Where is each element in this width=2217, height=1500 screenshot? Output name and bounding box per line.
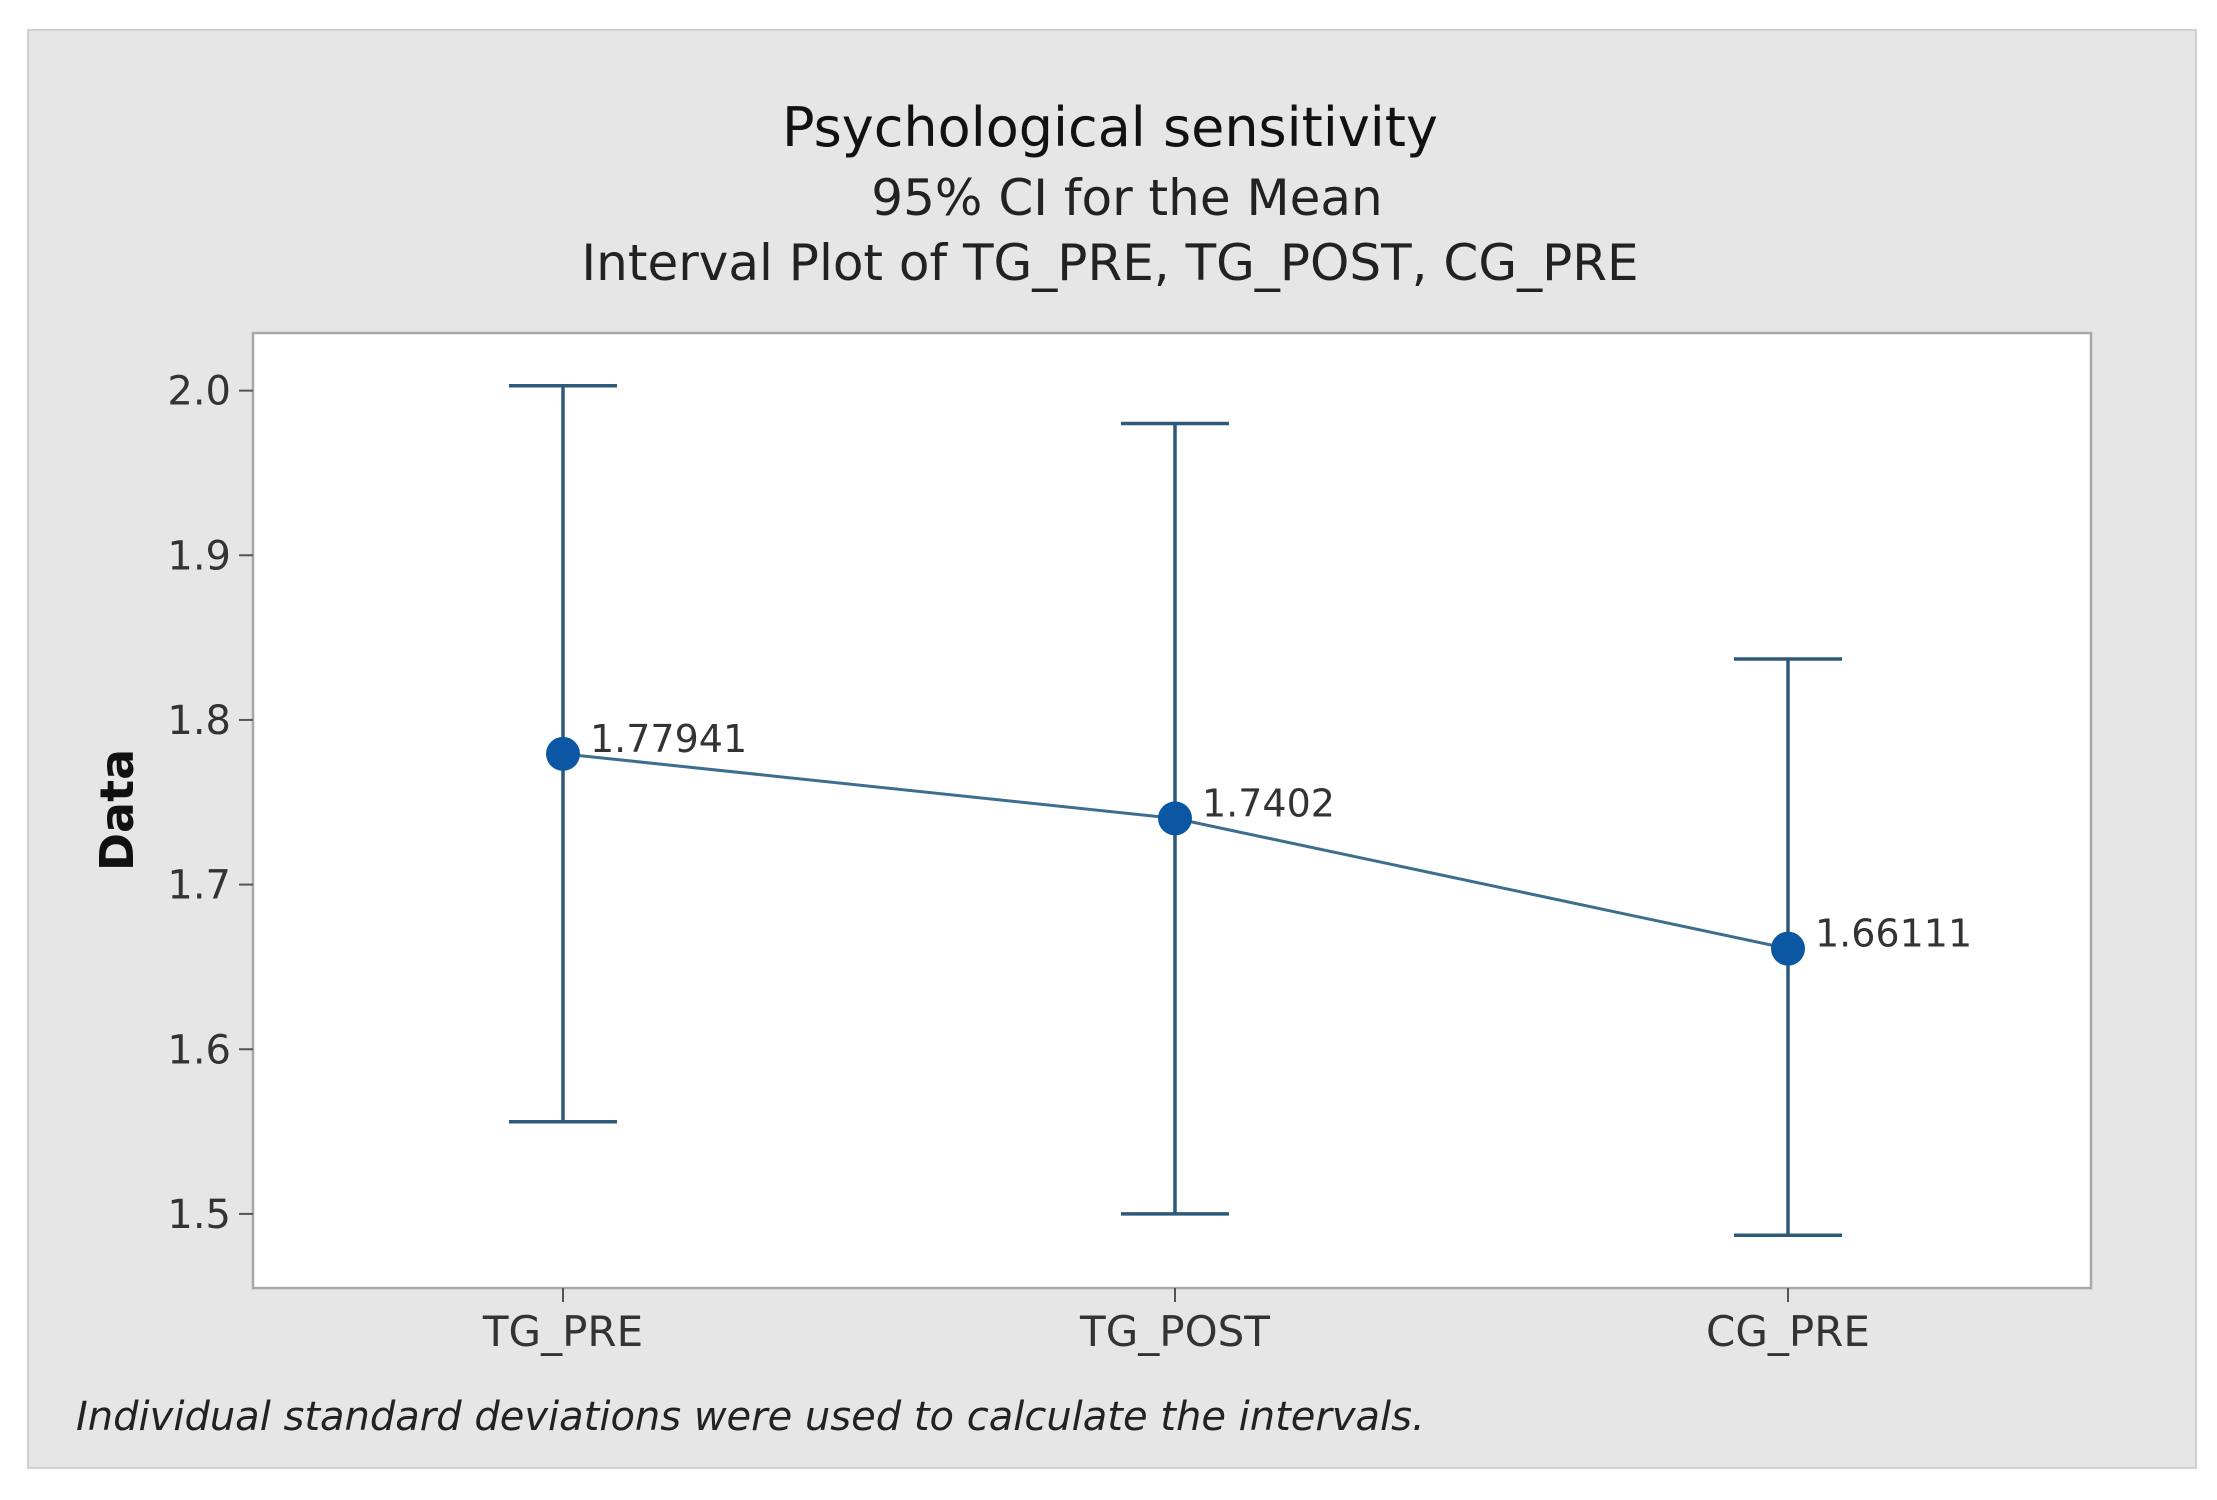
y-tick-label: 1.9	[167, 533, 231, 579]
chart-subtitle-plot: Interval Plot of TG_PRE, TG_POST, CG_PRE	[581, 234, 1638, 292]
mean-marker	[546, 736, 580, 771]
y-tick-label: 2.0	[167, 369, 231, 415]
x-category-label: TG_POST	[1079, 1307, 1270, 1356]
mean-value-label: 1.7402	[1202, 781, 1335, 825]
mean-value-label: 1.77941	[590, 717, 747, 761]
mean-marker	[1771, 931, 1805, 966]
y-tick-label: 1.5	[167, 1192, 231, 1238]
chart-title: Psychological sensitivity	[782, 96, 1438, 159]
mean-value-label: 1.66111	[1815, 912, 1972, 956]
y-axis: 2.0 1.9 1.8 1.7 1.6 1.5	[167, 369, 253, 1238]
y-tick-label: 1.6	[167, 1027, 231, 1073]
y-tick-label: 1.7	[167, 863, 231, 909]
mean-marker	[1158, 801, 1192, 836]
chart-subtitle-ci: 95% CI for the Mean	[871, 169, 1382, 227]
y-axis-title: Data	[90, 749, 144, 871]
footnote: Individual standard deviations were used…	[76, 1394, 1425, 1440]
y-tick-label: 1.8	[167, 698, 231, 744]
x-category-label: TG_PRE	[482, 1307, 643, 1356]
interval-marks: 1.77941 1.7402 1.66111	[509, 383, 1972, 1238]
x-axis: TG_PRE TG_POST CG_PRE	[482, 1288, 1870, 1356]
x-category-label: CG_PRE	[1706, 1307, 1870, 1356]
